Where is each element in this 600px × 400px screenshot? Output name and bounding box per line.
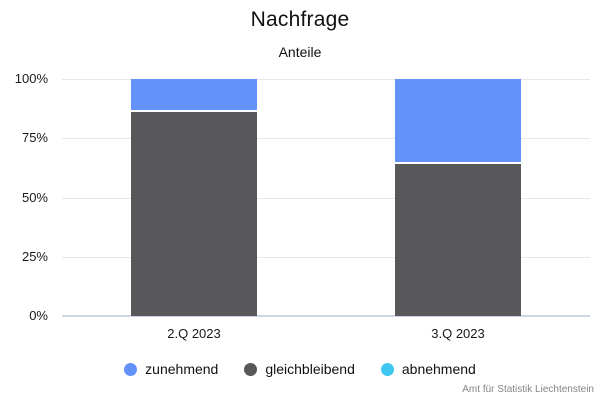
x-axis-baseline	[62, 315, 590, 317]
gridline	[62, 79, 590, 80]
y-axis-tick-label: 100%	[14, 71, 48, 86]
bar-segment-zunehmend	[131, 79, 257, 113]
y-axis-tick-label: 25%	[21, 248, 48, 264]
legend: zunehmend gleichbleibend abnehmend	[0, 359, 600, 379]
bar-segment-gleichbleibend	[395, 164, 521, 316]
legend-item-abnehmend: abnehmend	[380, 361, 476, 377]
y-axis-tick-label: 75%	[21, 130, 48, 146]
chart-title: Nachfrage	[250, 8, 350, 31]
legend-label: zunehmend	[145, 361, 219, 377]
gridline	[62, 197, 590, 199]
legend-label: gleichbleibend	[265, 361, 355, 377]
x-axis-tick-label: 3.Q 2023	[431, 326, 485, 341]
stacked-bar	[395, 79, 521, 316]
legend-color-dot-icon	[124, 362, 138, 376]
legend-item-gleichbleibend: gleichbleibend	[244, 361, 355, 377]
bar-segment-zunehmend	[395, 79, 521, 165]
stacked-bar	[131, 79, 257, 316]
source-credit: Amt für Statistik Liechtenstein	[462, 384, 594, 395]
bar-segment-gleichbleibend	[131, 112, 257, 316]
legend-label: abnehmend	[401, 361, 476, 377]
chart-subtitle: Anteile	[278, 44, 322, 60]
gridline	[62, 256, 590, 258]
legend-color-dot-icon	[380, 362, 394, 376]
x-axis-tick-label: 2.Q 2023	[167, 326, 221, 341]
legend-color-dot-icon	[244, 362, 258, 376]
y-axis-tick-label: 0%	[29, 308, 48, 323]
legend-item-zunehmend: zunehmend	[124, 361, 218, 377]
gridline	[62, 138, 590, 140]
y-axis-tick-label: 50%	[21, 189, 48, 205]
